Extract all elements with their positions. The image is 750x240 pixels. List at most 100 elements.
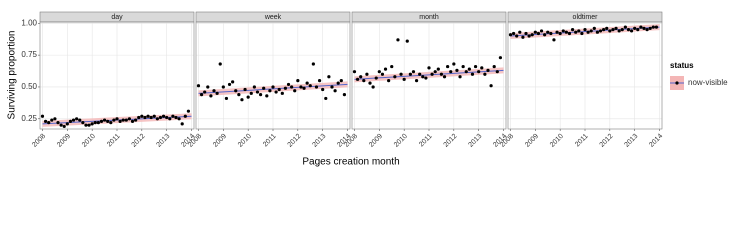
x-tick-label: 2013 (623, 133, 639, 149)
point (380, 72, 385, 76)
point (155, 117, 159, 121)
point (589, 29, 593, 33)
point (75, 117, 79, 121)
point (648, 26, 652, 30)
x-tick-label: 2010 (237, 133, 253, 149)
point (81, 121, 85, 125)
point (302, 86, 306, 90)
point (483, 72, 487, 76)
strip-label: month (419, 14, 439, 21)
point (617, 29, 621, 33)
point (71, 118, 76, 122)
point (180, 122, 184, 126)
point (196, 84, 201, 88)
point (296, 78, 300, 83)
legend-title: status (670, 61, 694, 70)
point (240, 98, 244, 102)
point (265, 94, 269, 98)
point (283, 86, 288, 90)
point (106, 119, 110, 123)
point (268, 89, 272, 93)
point (492, 64, 496, 69)
y-tick-label: 0.25 (21, 114, 37, 123)
strip-label: day (111, 14, 123, 21)
point (642, 26, 646, 30)
point (143, 115, 147, 120)
y-tick-label: 0.75 (21, 50, 37, 59)
point (452, 62, 456, 66)
point (109, 121, 113, 125)
point (402, 77, 406, 81)
point (508, 33, 513, 37)
point (383, 67, 388, 71)
x-tick-label: 2009 (524, 133, 540, 149)
point (449, 70, 453, 74)
point (115, 117, 119, 121)
point (636, 28, 640, 32)
x-tick-label: 2010 (393, 133, 409, 149)
point (140, 114, 144, 118)
point (362, 78, 366, 83)
point (249, 91, 253, 95)
point (405, 39, 409, 43)
point (93, 121, 97, 125)
panel-border (507, 21, 663, 130)
point (330, 85, 334, 89)
point (536, 31, 541, 36)
point (221, 85, 225, 89)
strip-label: oldtimer (573, 14, 599, 21)
point (558, 31, 562, 36)
x-tick-label: 2010 (549, 133, 565, 149)
point (390, 64, 394, 69)
point (430, 72, 434, 76)
y-tick-label: 1.00 (21, 18, 37, 27)
x-tick-label: 2009 (368, 133, 384, 149)
point (277, 87, 281, 92)
point (255, 90, 260, 94)
point (237, 93, 241, 97)
point (271, 85, 275, 89)
panel-border (351, 21, 507, 130)
point (290, 85, 294, 89)
chart: Surviving proportion Pages creation mont… (7, 11, 728, 168)
point (549, 31, 553, 36)
point (359, 75, 363, 79)
point (539, 29, 544, 33)
point (40, 114, 45, 118)
point (165, 115, 169, 120)
point (224, 96, 229, 101)
point (555, 30, 559, 34)
point (274, 90, 278, 94)
point (477, 70, 481, 74)
point (90, 122, 94, 126)
x-axis-title: Pages creation month (302, 157, 399, 168)
point (533, 30, 537, 34)
point (543, 33, 547, 37)
point (365, 72, 369, 76)
point (209, 94, 213, 98)
point (580, 31, 584, 36)
point (43, 119, 48, 123)
point (127, 117, 132, 121)
point (174, 115, 178, 120)
x-tick-label: 2012 (443, 133, 459, 149)
point (53, 117, 57, 121)
point (262, 86, 266, 90)
point (96, 121, 100, 125)
point (293, 89, 297, 93)
point (511, 31, 516, 36)
point (620, 28, 624, 32)
point (411, 70, 416, 74)
point (564, 30, 568, 34)
point (654, 25, 659, 29)
panel-border (39, 21, 195, 130)
legend-key-point (675, 81, 679, 85)
point (314, 85, 319, 89)
point (626, 28, 631, 32)
point (280, 91, 284, 95)
strip-label: week (264, 14, 282, 21)
point (651, 25, 655, 29)
panel-border (195, 21, 351, 130)
point (561, 29, 565, 33)
point (598, 29, 603, 33)
